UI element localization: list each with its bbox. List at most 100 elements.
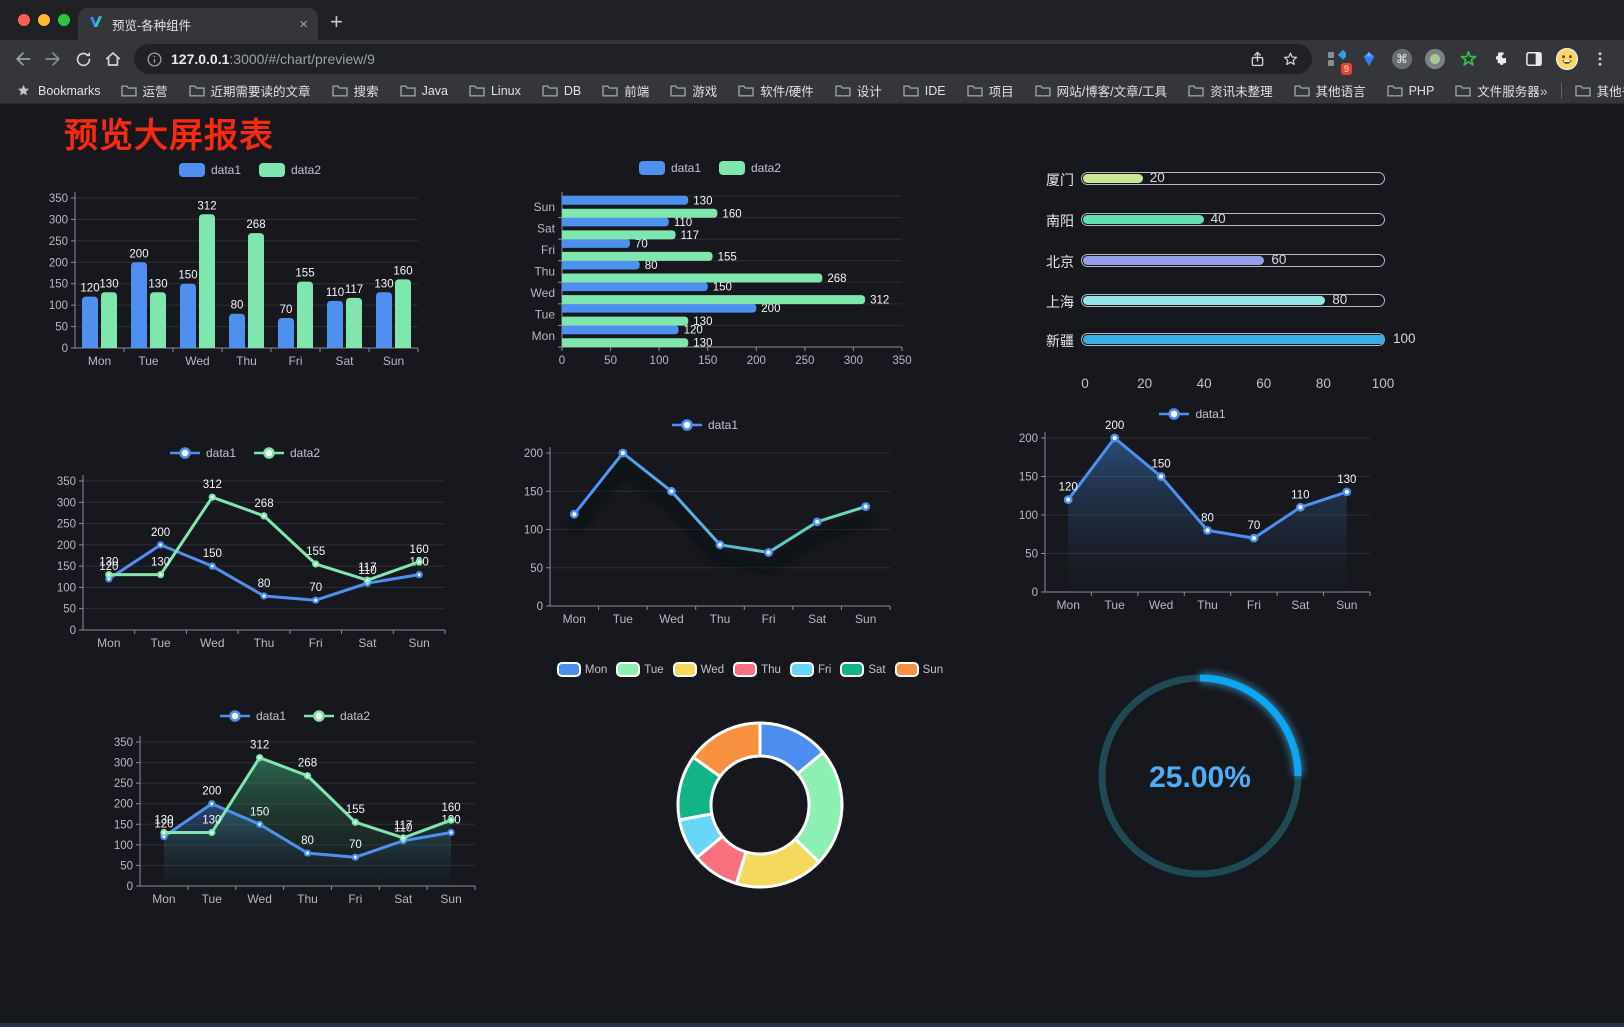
folder-icon: [1293, 85, 1310, 97]
svg-text:150: 150: [1019, 472, 1038, 484]
legend-item[interactable]: data2: [719, 161, 781, 175]
svg-text:200: 200: [151, 527, 170, 539]
bookmark-folder-item[interactable]: 近期需要读的文章: [188, 81, 311, 100]
extension-badge: 9: [1340, 63, 1352, 75]
bookmarks-overflow-chevron[interactable]: »: [1539, 82, 1548, 99]
bookmark-folder-item[interactable]: 设计: [835, 81, 882, 100]
extensions-puzzle-icon[interactable]: [1489, 47, 1513, 71]
home-button[interactable]: [98, 44, 128, 74]
bookmark-folder-item[interactable]: IDE: [903, 84, 946, 98]
legend-item[interactable]: Mon: [556, 662, 607, 677]
bookmark-star-icon[interactable]: [1281, 50, 1300, 69]
svg-text:312: 312: [250, 740, 269, 752]
chart-grouped-bar[interactable]: 0 50 100 150 200 250 300 350 Mon Tue Wed Thu Fri Sat S…: [40, 155, 460, 380]
legend-item[interactable]: data2: [304, 709, 370, 723]
legend-item[interactable]: Thu: [733, 662, 781, 677]
close-window-button[interactable]: [18, 14, 30, 26]
chart-gauge[interactable]: 25.00%: [1090, 660, 1310, 890]
share-icon[interactable]: [1248, 50, 1267, 69]
chart-area-two-series[interactable]: 0 50 100 150 200 250 300 350 Mon Tue Wed Thu Fri Sat S…: [100, 700, 490, 925]
folder-icon: [1574, 85, 1591, 97]
chart-line-gradient[interactable]: 0 50 100 150 200 Mon Tue Wed Thu Fri Sat Sun data1: [505, 392, 905, 632]
extension-star-icon[interactable]: [1456, 47, 1480, 71]
legend-item[interactable]: data2: [254, 446, 320, 460]
bookmark-folder-item[interactable]: Java: [399, 84, 448, 98]
svg-text:Sun: Sun: [408, 636, 429, 650]
legend-swatch-icon: [672, 662, 697, 677]
extension-gem-icon[interactable]: [1357, 47, 1381, 71]
minimize-window-button[interactable]: [38, 14, 50, 26]
svg-text:120: 120: [1059, 482, 1078, 494]
legend-item[interactable]: data1: [219, 709, 286, 723]
new-tab-button[interactable]: +: [330, 9, 343, 34]
bookmark-folder-item[interactable]: 运营: [120, 81, 168, 100]
legend-item[interactable]: data2: [259, 163, 321, 177]
browser-tab[interactable]: 预览-各种组件 ×: [78, 8, 318, 40]
chart-area-single[interactable]: 0 50 100 150 200 Mon Tue Wed Thu Fri Sat Sun 120 200 1…: [1000, 400, 1385, 615]
tab-close-icon[interactable]: ×: [299, 15, 308, 33]
legend-item[interactable]: data1: [169, 446, 236, 460]
legend-item[interactable]: Wed: [672, 662, 724, 677]
back-button[interactable]: [8, 44, 38, 74]
chart-legend[interactable]: data1 data2: [505, 161, 915, 175]
legend-item[interactable]: data1: [178, 163, 241, 177]
folder-icon: [966, 85, 983, 97]
bookmark-folder-item[interactable]: Linux: [469, 84, 521, 98]
extension-command-icon[interactable]: ⌘: [1390, 47, 1414, 71]
bookmark-folder-item[interactable]: 搜索: [331, 81, 379, 100]
url-text[interactable]: 127.0.0.1:3000/#/chart/preview/9: [171, 51, 375, 67]
svg-text:117: 117: [358, 562, 376, 574]
back-arrow-icon: [16, 52, 31, 66]
legend-item[interactable]: data1: [1159, 407, 1226, 421]
legend-item[interactable]: Fri: [789, 662, 831, 677]
chart-legend[interactable]: data1: [1000, 407, 1385, 421]
profile-avatar[interactable]: [1555, 47, 1579, 71]
extension-grid-icon[interactable]: 9: [1324, 47, 1352, 75]
chart-legend[interactable]: data1 data2: [100, 709, 490, 723]
legend-item[interactable]: data1: [671, 418, 738, 432]
legend-item[interactable]: Tue: [616, 662, 664, 677]
chart-grouped-horizontal-bar[interactable]: Mon 120 130 Tue 200 130 Wed 150 312 Thu 80 268 Fri 70…: [505, 150, 915, 378]
other-bookmarks[interactable]: 其他书签: [1574, 81, 1624, 100]
bookmark-folder-item[interactable]: PHP: [1386, 84, 1434, 98]
bookmark-folder-item[interactable]: 资讯未整理: [1188, 81, 1273, 100]
bookmark-folder-item[interactable]: DB: [542, 84, 581, 98]
chart-city-progress-bars[interactable]: 厦门 20 南阳 40 北京 60 上海 80 新疆 100 0 20 40 60 80 100: [1000, 160, 1425, 400]
x-axis-tick-label: 80: [1315, 376, 1331, 391]
svg-text:Fri: Fri: [289, 354, 303, 368]
svg-text:80: 80: [231, 300, 244, 312]
bookmark-folder-item[interactable]: 软件/硬件: [738, 81, 814, 100]
chart-legend[interactable]: data1 data2: [40, 446, 450, 460]
svg-text:150: 150: [698, 355, 717, 367]
page-info-icon[interactable]: [146, 51, 163, 68]
svg-text:200: 200: [114, 799, 133, 811]
svg-text:312: 312: [197, 200, 216, 212]
bookmarks-root[interactable]: Bookmarks: [16, 83, 101, 98]
chart-donut[interactable]: Mon Tue Wed Thu Fri Sat Sun: [540, 640, 960, 905]
chart-legend[interactable]: data1: [505, 418, 905, 432]
bookmark-folder-item[interactable]: 网站/博客/文章/工具: [1034, 81, 1167, 100]
sidebar-icon[interactable]: [1522, 47, 1546, 71]
extension-record-icon[interactable]: [1423, 47, 1447, 71]
reload-button[interactable]: [68, 44, 98, 74]
svg-text:200: 200: [1019, 433, 1038, 445]
legend-item[interactable]: data1: [638, 161, 701, 175]
bookmark-folder-item[interactable]: 文件服务器: [1455, 81, 1540, 100]
svg-text:300: 300: [114, 758, 133, 770]
legend-item[interactable]: Sun: [894, 662, 943, 677]
chart-line-two-series[interactable]: 0 50 100 150 200 250 300 350 Mon Tue Wed Thu Fri Sat S…: [40, 440, 450, 668]
chart-legend[interactable]: data1 data2: [40, 163, 460, 177]
svg-text:Fri: Fri: [1247, 598, 1261, 612]
svg-text:Sun: Sun: [1336, 598, 1357, 612]
forward-button[interactable]: [38, 44, 68, 74]
zoom-window-button[interactable]: [58, 14, 70, 26]
bookmark-folder-item[interactable]: 游戏: [670, 81, 717, 100]
svg-text:Fri: Fri: [348, 892, 362, 906]
address-bar[interactable]: 127.0.0.1:3000/#/chart/preview/9: [134, 44, 1312, 74]
legend-item[interactable]: Sat: [840, 662, 886, 677]
menu-kebab-icon[interactable]: [1588, 47, 1612, 71]
bookmark-folder-item[interactable]: 其他语言: [1293, 81, 1366, 100]
bookmark-folder-item[interactable]: 项目: [966, 81, 1014, 100]
bookmark-folder-item[interactable]: 前端: [602, 81, 649, 100]
chart-legend[interactable]: Mon Tue Wed Thu Fri Sat Sun: [540, 662, 960, 677]
